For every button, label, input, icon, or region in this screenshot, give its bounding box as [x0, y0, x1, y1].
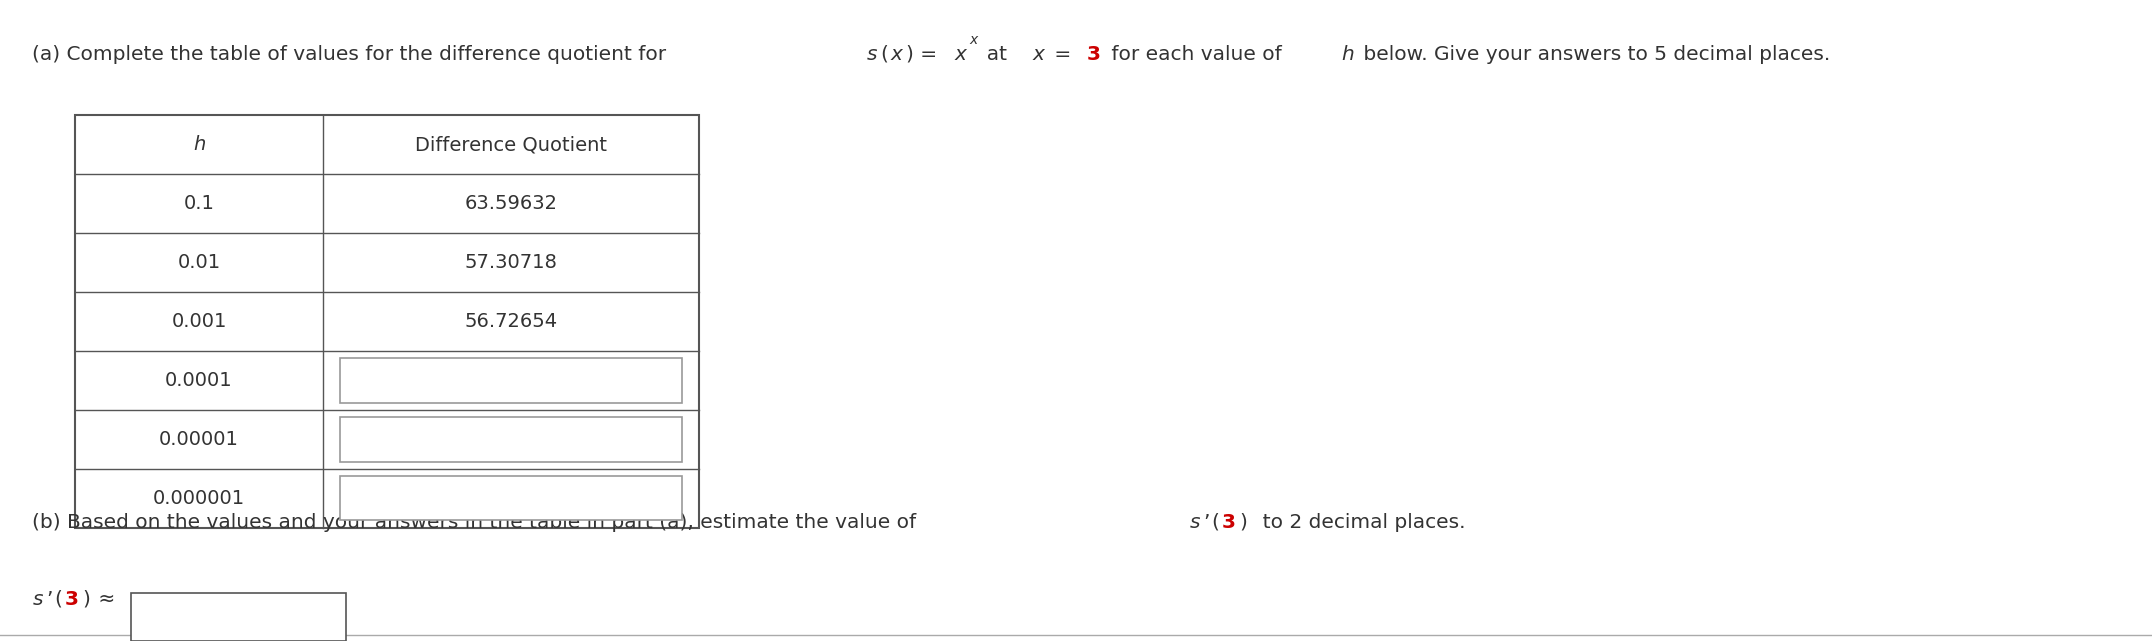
- Text: (b) Based on the values and your answers in the table in part (a), estimate the : (b) Based on the values and your answers…: [32, 513, 930, 532]
- Bar: [340, 358, 682, 403]
- Text: 0.1: 0.1: [183, 194, 215, 213]
- Text: 3: 3: [65, 590, 77, 609]
- Text: ): ): [1240, 513, 1248, 532]
- Text: for each value of: for each value of: [1104, 45, 1287, 64]
- Text: Difference Quotient: Difference Quotient: [415, 135, 607, 154]
- Text: x: x: [953, 45, 966, 64]
- Text: 0.000001: 0.000001: [153, 489, 245, 508]
- Text: h: h: [1341, 45, 1354, 64]
- Text: 3: 3: [1222, 513, 1235, 532]
- Bar: [340, 417, 682, 462]
- Text: ’: ’: [45, 590, 52, 609]
- Text: (a) Complete the table of values for the difference quotient for: (a) Complete the table of values for the…: [32, 45, 680, 64]
- Text: s: s: [867, 45, 878, 64]
- Text: 0.001: 0.001: [172, 312, 226, 331]
- Text: x: x: [891, 45, 902, 64]
- Text: =: =: [1048, 45, 1078, 64]
- Text: 0.01: 0.01: [176, 253, 222, 272]
- Text: 56.72654: 56.72654: [465, 312, 557, 331]
- Text: 57.30718: 57.30718: [465, 253, 557, 272]
- Text: 3: 3: [1087, 45, 1100, 64]
- Text: ≈: ≈: [93, 590, 123, 609]
- Text: 0.0001: 0.0001: [166, 371, 232, 390]
- Text: x: x: [1033, 45, 1044, 64]
- Bar: [131, 593, 346, 641]
- Text: h: h: [194, 135, 204, 154]
- Text: s: s: [1190, 513, 1201, 532]
- Text: (: (: [1212, 513, 1220, 532]
- Bar: [340, 476, 682, 520]
- Text: 0.00001: 0.00001: [159, 430, 239, 449]
- Text: (: (: [880, 45, 889, 64]
- Text: ): ): [82, 590, 90, 609]
- Text: (: (: [54, 590, 62, 609]
- Text: ) =: ) =: [906, 45, 943, 64]
- Text: 63.59632: 63.59632: [465, 194, 557, 213]
- Text: x: x: [971, 33, 977, 47]
- Text: to 2 decimal places.: to 2 decimal places.: [1250, 513, 1466, 532]
- Text: below. Give your answers to 5 decimal places.: below. Give your answers to 5 decimal pl…: [1358, 45, 1831, 64]
- Text: ’: ’: [1203, 513, 1209, 532]
- Text: at: at: [975, 45, 1020, 64]
- Text: s: s: [32, 590, 43, 609]
